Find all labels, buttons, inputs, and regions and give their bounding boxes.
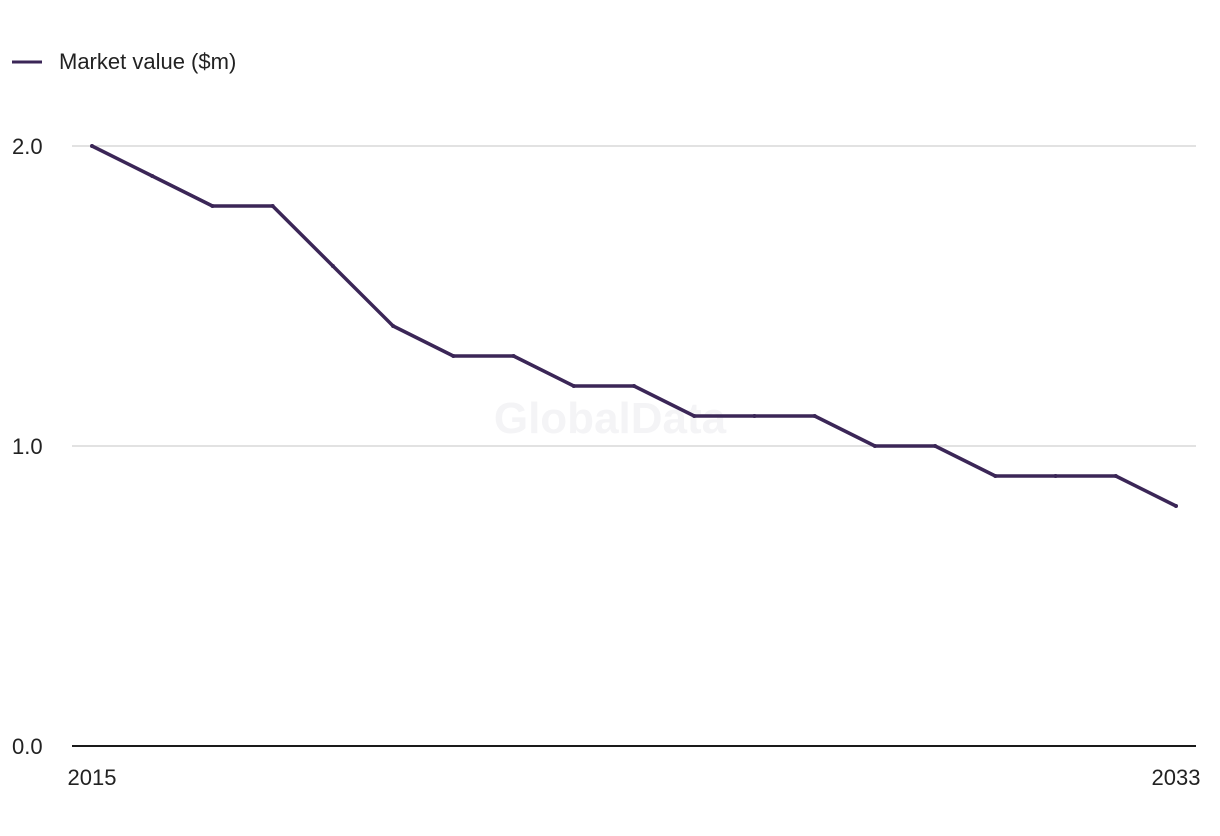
data-point — [330, 264, 335, 268]
data-point — [1174, 504, 1178, 508]
data-point — [571, 384, 576, 388]
y-tick-label: 1.0 — [12, 434, 43, 459]
data-point — [451, 354, 456, 358]
data-point — [391, 324, 396, 328]
data-point — [812, 414, 817, 418]
data-point — [270, 204, 275, 208]
legend-label: Market value ($m) — [59, 49, 236, 74]
y-tick-label: 2.0 — [12, 134, 43, 159]
data-point — [210, 204, 215, 208]
x-tick-label: 2015 — [68, 765, 117, 790]
data-point — [692, 414, 697, 418]
y-tick-label: 0.0 — [12, 734, 43, 759]
data-point — [752, 414, 757, 418]
data-point — [993, 474, 998, 478]
x-tick-label: 2033 — [1152, 765, 1201, 790]
series-layer — [90, 144, 1178, 508]
data-point — [150, 174, 155, 178]
data-point — [511, 354, 516, 358]
data-point — [90, 144, 94, 148]
data-point — [1113, 474, 1118, 478]
gridlines — [72, 145, 1196, 447]
data-point — [933, 444, 938, 448]
legend: Market value ($m) — [12, 49, 236, 74]
watermark-logo: GlobalData — [494, 394, 727, 443]
data-point — [872, 444, 877, 448]
data-point — [632, 384, 636, 388]
data-point — [1053, 474, 1058, 478]
axes: 0.0 1.0 2.0 2015 2033 — [12, 134, 1200, 790]
series-line — [90, 144, 1178, 508]
